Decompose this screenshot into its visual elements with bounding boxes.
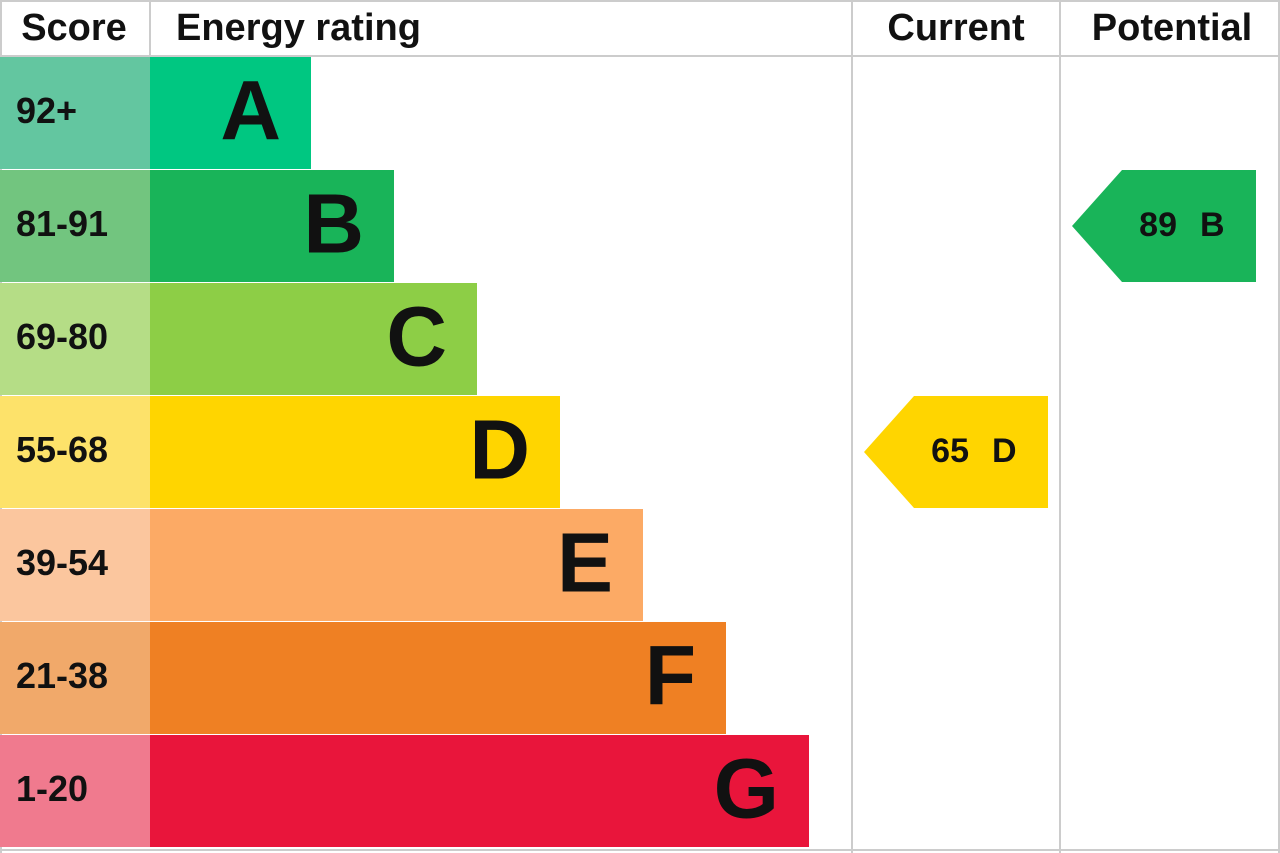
score-cell bbox=[0, 396, 150, 508]
header-score: Score bbox=[21, 7, 127, 49]
score-cell bbox=[0, 735, 150, 847]
rating-bar bbox=[150, 170, 394, 282]
score-cell bbox=[0, 57, 150, 169]
potential-letter: B bbox=[1200, 206, 1225, 244]
rating-bar bbox=[150, 509, 643, 621]
rating-bar bbox=[150, 57, 311, 169]
header-potential: Potential bbox=[1092, 7, 1252, 49]
rating-bar bbox=[150, 283, 477, 395]
rating-bar bbox=[150, 735, 809, 847]
score-range: 69-80 bbox=[16, 316, 108, 357]
score-cell bbox=[0, 622, 150, 734]
rating-letter: A bbox=[220, 64, 281, 158]
score-cell bbox=[0, 170, 150, 282]
potential-arrow bbox=[1072, 170, 1256, 282]
rating-letter: G bbox=[714, 742, 779, 836]
score-range: 21-38 bbox=[16, 655, 108, 696]
score-range: 55-68 bbox=[16, 429, 108, 470]
potential-value: 89 bbox=[1139, 206, 1177, 244]
rating-letter: B bbox=[303, 177, 364, 271]
current-value: 65 bbox=[931, 432, 969, 470]
rating-bar bbox=[150, 396, 560, 508]
rating-letter: F bbox=[645, 629, 696, 723]
rating-bar bbox=[150, 622, 726, 734]
score-range: 92+ bbox=[16, 90, 77, 131]
score-cell bbox=[0, 509, 150, 621]
current-letter: D bbox=[992, 432, 1017, 470]
score-cell bbox=[0, 283, 150, 395]
header-rating: Energy rating bbox=[176, 7, 421, 49]
score-range: 39-54 bbox=[16, 542, 108, 583]
rating-letter: D bbox=[469, 403, 530, 497]
current-arrow bbox=[864, 396, 1048, 508]
rating-letter: E bbox=[557, 516, 613, 610]
score-range: 81-91 bbox=[16, 203, 108, 244]
rating-letter: C bbox=[386, 290, 447, 384]
header-current: Current bbox=[887, 7, 1025, 49]
score-range: 1-20 bbox=[16, 768, 88, 809]
